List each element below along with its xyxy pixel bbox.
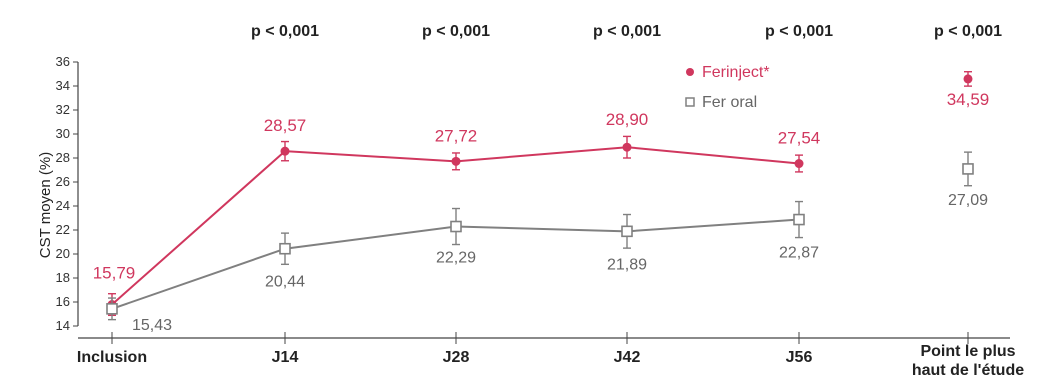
data-point (622, 142, 632, 152)
y-tick-label: 34 (56, 78, 70, 93)
legend-label: Fer oral (702, 94, 757, 111)
data-label: 28,57 (264, 116, 307, 135)
x-tick-label: J14 (272, 349, 299, 366)
y-tick-label: 22 (56, 222, 70, 237)
data-label: 34,59 (947, 90, 990, 109)
y-axis-label: CST moyen (%) (37, 152, 54, 258)
data-label: 27,72 (435, 126, 478, 145)
data-point (451, 156, 461, 166)
y-tick-label: 16 (56, 294, 70, 309)
data-point (279, 242, 291, 255)
legend-marker (685, 97, 695, 107)
data-point (794, 159, 804, 169)
data-label: 27,09 (948, 192, 988, 209)
data-label: 27,54 (778, 129, 821, 148)
x-tick-label: J28 (443, 349, 470, 366)
series-ferinject: 15,79 28,57 27,72 28,90 27,54 34,59 (93, 71, 990, 317)
p-value-label: p < 0,001 (934, 23, 1002, 40)
p-value-label: p < 0,001 (422, 23, 490, 40)
y-tick-label: 28 (56, 150, 70, 165)
data-label: 15,43 (132, 317, 172, 334)
legend: Ferinject* Fer oral (685, 64, 770, 111)
series-layer: 15,79 28,57 27,72 28,90 27,54 34,59 15,43 20,44… (93, 71, 990, 334)
p-value-label: p < 0,001 (765, 23, 833, 40)
data-label: 22,87 (779, 245, 819, 262)
y-tick-label: 30 (56, 126, 70, 141)
x-tick-label: Point le plus haut de l'étude (912, 343, 1024, 379)
p-value-label: p < 0,001 (251, 23, 319, 40)
y-tick-label: 24 (56, 198, 70, 213)
data-point (962, 163, 974, 175)
legend-label: Ferinject* (702, 64, 770, 81)
series-fer-oral: 15,43 20,44 22,29 21,89 22,87 27,09 (106, 151, 988, 334)
y-tick-label: 14 (56, 318, 70, 333)
data-point (621, 225, 633, 238)
data-label: 28,90 (606, 110, 649, 129)
data-label: 20,44 (265, 274, 305, 291)
x-tick-label: J56 (786, 349, 813, 366)
y-tick-label: 20 (56, 246, 70, 261)
y-tick-label: 36 (56, 54, 70, 69)
data-point (450, 220, 462, 233)
data-label: 15,79 (93, 264, 136, 283)
data-label: 21,89 (607, 256, 647, 273)
x-tick-label: J42 (614, 349, 641, 366)
axes: 14 16 18 20 22 24 26 28 30 32 34 36 Inclusion J14 J28 J… (56, 54, 1025, 379)
data-point (280, 146, 290, 156)
data-point (106, 303, 118, 315)
y-tick-label: 18 (56, 270, 70, 285)
y-tick-label: 26 (56, 174, 70, 189)
data-point (963, 74, 973, 84)
data-point (793, 213, 805, 226)
y-tick-label: 32 (56, 102, 70, 117)
legend-marker (686, 68, 694, 76)
p-values: p < 0,001 p < 0,001 p < 0,001 p < 0,001 p < … (251, 23, 1002, 40)
p-value-label: p < 0,001 (593, 23, 661, 40)
data-label: 22,29 (436, 250, 476, 267)
x-tick-label: Inclusion (77, 349, 147, 366)
